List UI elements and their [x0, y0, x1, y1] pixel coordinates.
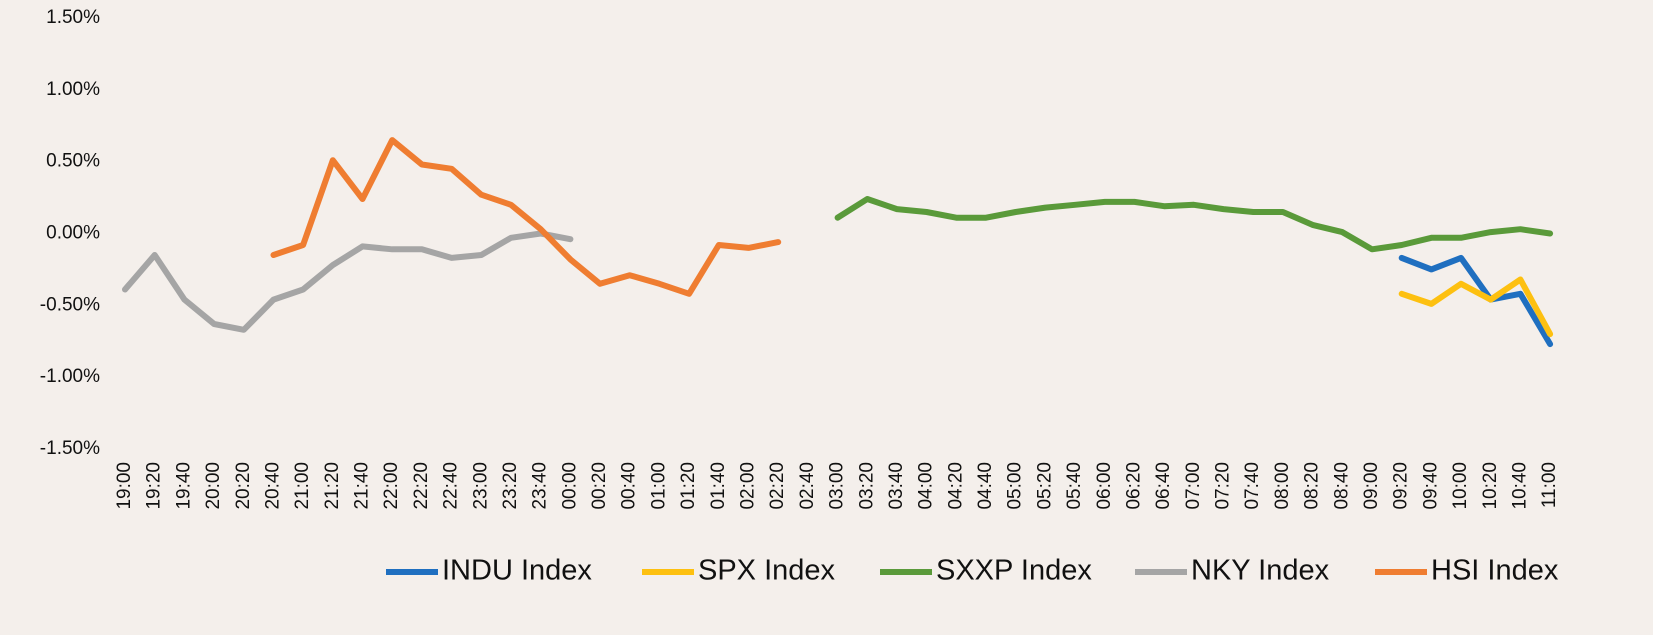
chart: -1.50% -1.00% -0.50% 0.00% 0.50% 1.00% 1.50% 19…: [0, 0, 1653, 635]
x-tick-label: 09:40: [1420, 462, 1441, 510]
background: [0, 0, 1653, 635]
x-tick-label: 06:40: [1153, 462, 1174, 510]
x-tick-label: 08:20: [1302, 462, 1323, 510]
x-tick-label: 19:00: [114, 462, 135, 510]
x-tick-label: 21:20: [322, 462, 343, 510]
y-tick-label: 0.50%: [46, 151, 100, 172]
y-tick-label: 1.00%: [46, 79, 100, 100]
legend-label: NKY Index: [1191, 555, 1330, 587]
x-tick-label: 20:00: [203, 462, 224, 510]
y-tick-label: -1.50%: [40, 438, 100, 459]
x-tick-label: 07:40: [1242, 462, 1263, 510]
x-tick-label: 05:40: [1064, 462, 1085, 510]
y-tick-label: 1.50%: [46, 7, 100, 28]
x-tick-label: 06:20: [1123, 462, 1144, 510]
legend-label: HSI Index: [1431, 555, 1559, 587]
x-tick-label: 09:20: [1391, 462, 1412, 510]
x-tick-label: 11:00: [1539, 462, 1560, 508]
x-tick-label: 00:00: [559, 462, 580, 510]
x-tick-label: 23:00: [470, 462, 491, 510]
x-tick-label: 02:40: [797, 462, 818, 510]
y-tick-label: -1.00%: [40, 366, 100, 387]
x-tick-label: 00:40: [619, 462, 640, 510]
x-tick-label: 20:40: [262, 462, 283, 510]
x-tick-label: 21:40: [352, 462, 373, 510]
legend-label: INDU Index: [442, 555, 592, 587]
x-tick-label: 03:20: [856, 462, 877, 510]
x-tick-label: 22:20: [411, 462, 432, 510]
x-tick-label: 03:40: [886, 462, 907, 510]
x-tick-label: 01:20: [678, 462, 699, 510]
y-tick-label: -0.50%: [40, 294, 100, 315]
x-tick-label: 04:00: [916, 462, 937, 510]
x-tick-label: 23:40: [530, 462, 551, 510]
x-tick-label: 09:00: [1361, 462, 1382, 510]
legend-label: SXXP Index: [936, 555, 1092, 587]
x-tick-label: 19:20: [144, 462, 165, 510]
x-tick-label: 05:20: [1034, 462, 1055, 510]
x-tick-label: 23:20: [500, 462, 521, 510]
x-tick-label: 04:20: [945, 462, 966, 510]
y-tick-label: 0.00%: [46, 223, 100, 244]
x-tick-label: 20:20: [233, 462, 254, 510]
x-tick-label: 02:00: [738, 462, 759, 510]
x-tick-label: 08:00: [1272, 462, 1293, 510]
x-tick-label: 06:00: [1094, 462, 1115, 510]
x-tick-label: 22:40: [441, 462, 462, 510]
x-tick-label: 22:00: [381, 462, 402, 510]
x-tick-label: 01:00: [648, 462, 669, 510]
x-tick-label: 00:20: [589, 462, 610, 510]
x-tick-label: 10:00: [1450, 462, 1471, 510]
x-tick-label: 10:40: [1509, 462, 1530, 510]
legend-label: SPX Index: [698, 555, 836, 587]
x-tick-label: 10:20: [1480, 462, 1501, 510]
x-tick-label: 21:00: [292, 462, 313, 510]
page: -1.50% -1.00% -0.50% 0.00% 0.50% 1.00% 1.50% 19…: [0, 0, 1653, 635]
x-tick-label: 04:40: [975, 462, 996, 510]
x-tick-label: 02:20: [767, 462, 788, 510]
x-tick-label: 07:20: [1213, 462, 1234, 510]
x-tick-label: 01:40: [708, 462, 729, 510]
x-tick-label: 03:00: [827, 462, 848, 510]
x-tick-label: 08:40: [1331, 462, 1352, 510]
x-tick-label: 07:00: [1183, 462, 1204, 510]
x-tick-label: 05:00: [1005, 462, 1026, 510]
x-tick-label: 19:40: [173, 462, 194, 510]
